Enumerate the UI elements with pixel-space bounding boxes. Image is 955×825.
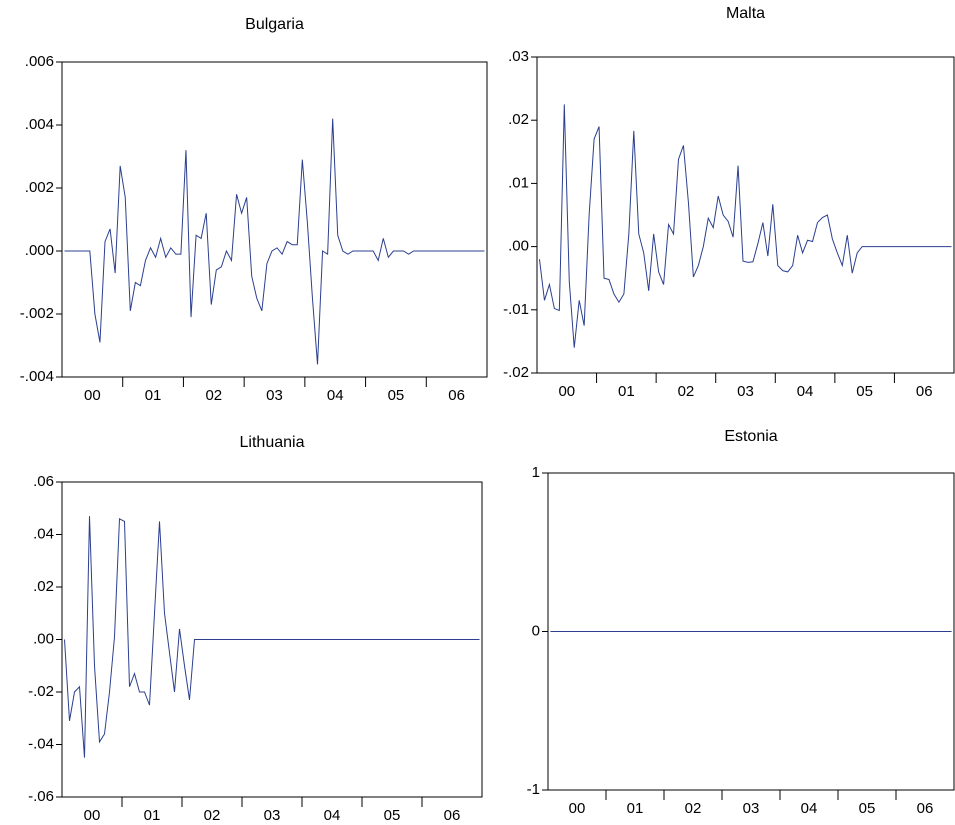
x-tick-label: 04 <box>801 800 818 817</box>
x-tick-label: 02 <box>204 807 221 824</box>
data-line <box>64 118 485 365</box>
y-tick-label: -.002 <box>20 305 54 322</box>
chart-title: Lithuania <box>240 434 305 451</box>
y-tick-label: -.04 <box>28 735 54 752</box>
y-tick-label: .00 <box>508 238 529 255</box>
y-tick-label: -1 <box>527 781 540 798</box>
y-tick-label: -.06 <box>28 788 54 805</box>
x-tick-label: 03 <box>737 383 754 400</box>
y-tick-label: .02 <box>508 111 529 128</box>
y-tick-label: -.02 <box>503 364 529 381</box>
x-tick-label: 03 <box>743 800 760 817</box>
y-tick-label: .03 <box>508 48 529 65</box>
x-tick-label: 01 <box>627 800 644 817</box>
x-tick-label: 05 <box>388 387 405 404</box>
chart-title: Malta <box>726 5 765 22</box>
x-tick-label: 02 <box>205 387 222 404</box>
y-tick-label: .02 <box>33 578 54 595</box>
y-tick-label: .006 <box>25 53 54 70</box>
y-tick-label: .00 <box>33 630 54 647</box>
x-tick-label: 03 <box>264 807 281 824</box>
x-tick-label: 06 <box>444 807 461 824</box>
x-tick-label: 05 <box>384 807 401 824</box>
x-tick-label: 00 <box>558 383 575 400</box>
x-tick-label: 06 <box>917 800 934 817</box>
y-tick-label: .01 <box>508 174 529 191</box>
x-tick-label: 00 <box>84 807 101 824</box>
x-tick-label: 06 <box>916 383 933 400</box>
y-tick-label: -.004 <box>20 368 54 385</box>
y-tick-label: .002 <box>25 179 54 196</box>
x-tick-label: 02 <box>685 800 702 817</box>
data-line <box>538 104 952 348</box>
x-tick-label: 00 <box>569 800 586 817</box>
y-tick-label: .04 <box>33 525 54 542</box>
y-tick-label: .06 <box>33 473 54 490</box>
y-tick-label: 1 <box>532 464 540 481</box>
x-tick-label: 06 <box>448 387 465 404</box>
x-tick-label: 05 <box>856 383 873 400</box>
x-tick-label: 04 <box>327 387 344 404</box>
y-tick-label: .004 <box>25 116 54 133</box>
y-tick-label: 0 <box>532 622 540 639</box>
x-tick-label: 01 <box>144 807 161 824</box>
chart-title: Bulgaria <box>245 16 304 33</box>
x-tick-label: 03 <box>266 387 283 404</box>
x-tick-label: 04 <box>797 383 814 400</box>
y-tick-label: -.01 <box>503 301 529 318</box>
x-tick-label: 04 <box>324 807 341 824</box>
plot-frame <box>61 61 488 378</box>
x-tick-label: 01 <box>145 387 162 404</box>
data-line <box>64 516 480 758</box>
y-tick-label: .000 <box>25 242 54 259</box>
x-tick-label: 00 <box>84 387 101 404</box>
x-tick-label: 05 <box>859 800 876 817</box>
plot-frame <box>536 56 955 374</box>
chart-title: Estonia <box>724 428 777 445</box>
y-tick-label: -.02 <box>28 683 54 700</box>
x-tick-label: 02 <box>678 383 695 400</box>
x-tick-label: 01 <box>618 383 635 400</box>
